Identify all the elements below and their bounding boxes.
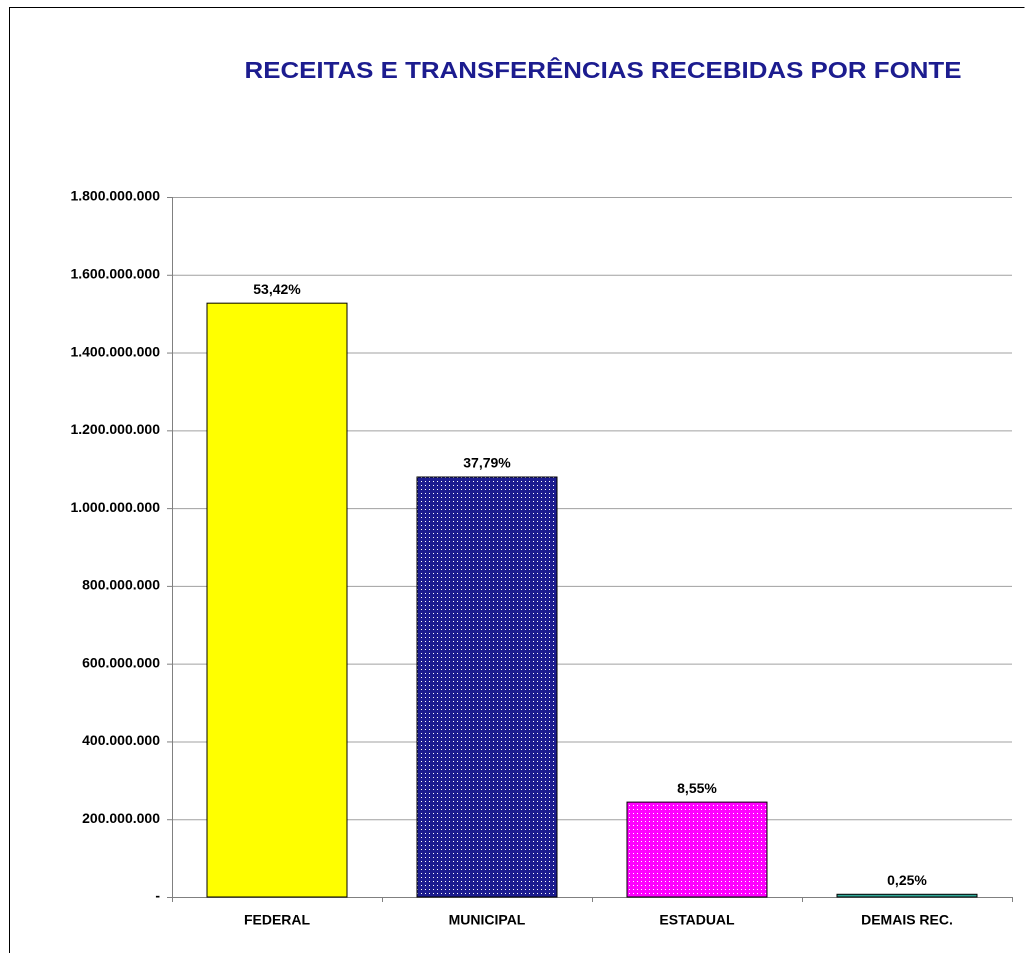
bar	[626, 801, 768, 898]
bar	[836, 893, 978, 898]
data-label: 37,79%	[463, 455, 511, 471]
data-label: 53,42%	[253, 281, 301, 297]
chart-border	[9, 7, 1025, 953]
y-tick-label: 600.000.000	[82, 654, 160, 670]
bar	[416, 476, 558, 898]
y-tick-label: 1.200.000.000	[70, 421, 160, 437]
y-tick-label: 800.000.000	[82, 577, 160, 593]
bar	[206, 302, 348, 898]
y-tick-label: 1.000.000.000	[70, 499, 160, 515]
x-tick-label: MUNICIPAL	[449, 912, 526, 928]
x-tick-label: ESTADUAL	[659, 912, 735, 928]
data-label: 8,55%	[677, 780, 717, 796]
chart-title: RECEITAS E TRANSFERÊNCIAS RECEBIDAS POR …	[245, 56, 962, 83]
y-tick-label: 1.400.000.000	[70, 343, 160, 359]
y-tick-label: 1.600.000.000	[70, 265, 160, 281]
x-tick-label: FEDERAL	[244, 912, 311, 928]
x-tick-label: DEMAIS REC.	[861, 912, 953, 928]
y-tick-label: -	[155, 888, 160, 904]
data-label: 0,25%	[887, 872, 927, 888]
y-tick-label: 200.000.000	[82, 810, 160, 826]
y-tick-label: 400.000.000	[82, 732, 160, 748]
y-tick-label: 1.800.000.000	[70, 188, 160, 204]
